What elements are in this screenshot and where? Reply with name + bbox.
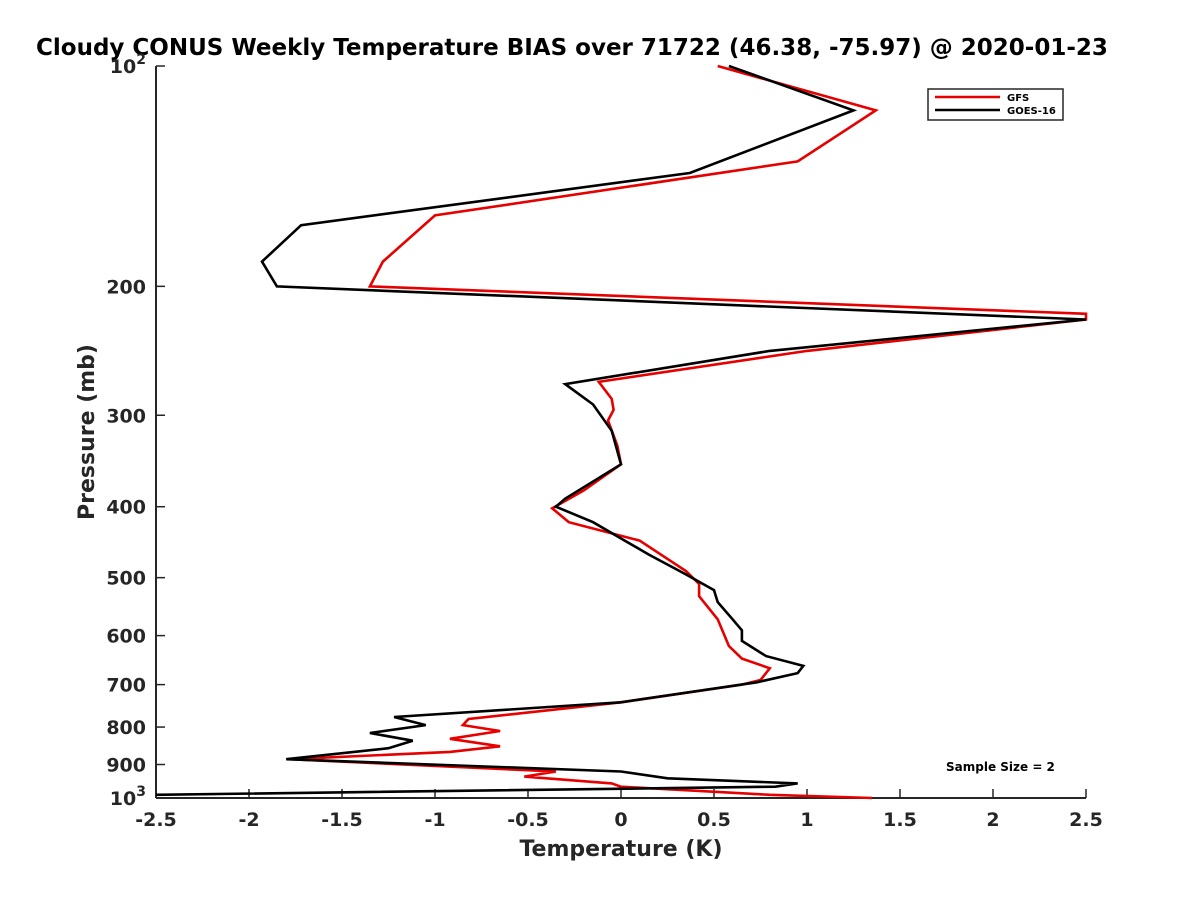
y-tick-label: 400	[106, 497, 146, 519]
y-tick-label: 200	[106, 276, 146, 298]
x-ticks: -2.5 -2 -1.5 -1 -0.5 0 0.5 1 1.5 2 2.5	[135, 789, 1103, 831]
x-axis-label: Temperature (K)	[519, 837, 722, 862]
x-tick-label: -2.5	[135, 809, 177, 831]
y-axis-label: Pressure (mb)	[75, 344, 100, 520]
chart-title: Cloudy CONUS Weekly Temperature BIAS ove…	[36, 35, 1108, 61]
y-tick-label: 700	[106, 675, 146, 697]
legend-label-goes16: GOES-16	[1007, 106, 1056, 117]
y-tick-label: 103	[110, 784, 146, 810]
x-tick-label: 1	[800, 809, 813, 831]
legend-label-gfs: GFS	[1007, 93, 1029, 104]
y-tick-label: 900	[106, 755, 146, 777]
x-tick-label: 2	[986, 809, 999, 831]
x-tick-label: -1	[424, 809, 445, 831]
x-tick-label: 1.5	[883, 809, 917, 831]
legend-box	[927, 88, 1064, 121]
sample-size-annotation: Sample Size = 2	[946, 760, 1055, 774]
y-tick-label: 600	[106, 626, 146, 648]
x-tick-label: 0.5	[697, 809, 731, 831]
y-ticks: 102 200 300 400 500 600 700 800 900 103	[106, 52, 165, 810]
x-tick-label: 0	[614, 809, 627, 831]
y-tick-label: 300	[106, 405, 146, 427]
y-tick-label: 800	[106, 717, 146, 739]
series-line-gfs	[289, 64, 1088, 800]
series-group	[155, 64, 1088, 800]
y-tick-label: 102	[110, 52, 146, 78]
x-tick-label: -0.5	[507, 809, 549, 831]
y-tick-label: 500	[106, 568, 146, 590]
x-tick-label: -2	[238, 809, 259, 831]
x-tick-label: -1.5	[321, 809, 363, 831]
series-line-goes16	[155, 64, 1087, 797]
plot-area: -2.5 -2 -1.5 -1 -0.5 0 0.5 1 1.5 2 2.5 102 200 300 40…	[106, 52, 1103, 831]
plot-frame	[156, 66, 1086, 798]
x-tick-label: 2.5	[1069, 809, 1103, 831]
legend: GFS GOES-16	[927, 88, 1064, 121]
